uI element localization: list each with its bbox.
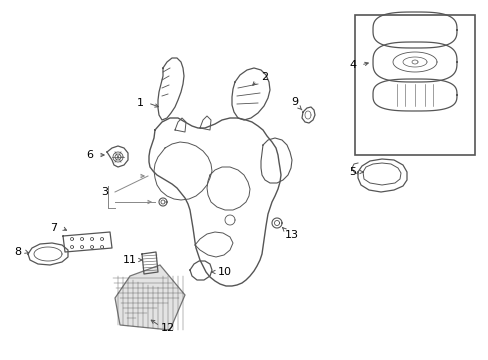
Text: 12: 12 [161, 323, 175, 333]
Text: 7: 7 [50, 223, 58, 233]
Polygon shape [115, 265, 184, 330]
Text: 4: 4 [349, 60, 356, 70]
Text: 3: 3 [102, 187, 108, 197]
Text: 8: 8 [15, 247, 21, 257]
Text: 13: 13 [285, 230, 298, 240]
Text: 6: 6 [86, 150, 93, 160]
Text: 9: 9 [291, 97, 298, 107]
Text: 2: 2 [261, 72, 268, 82]
Text: 1: 1 [136, 98, 143, 108]
Text: 11: 11 [123, 255, 137, 265]
Bar [354, 15, 474, 155]
Text: 5: 5 [349, 167, 356, 177]
Text: 10: 10 [218, 267, 231, 277]
